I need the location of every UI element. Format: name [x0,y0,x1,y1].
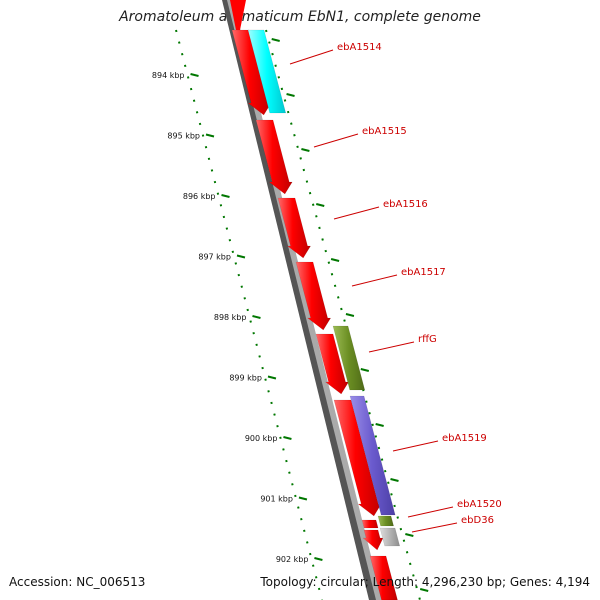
gene-cds-ebA1519[interactable] [333,399,382,517]
scale-tick-mark [252,315,261,319]
scale-tick-mark [267,375,277,380]
gene-cds-ebA1516[interactable] [277,197,312,259]
feature-ebA1519[interactable] [349,395,396,516]
gene-cds-next[interactable] [369,555,398,600]
label-leaders [289,49,458,533]
feature-ebD36[interactable] [379,527,401,547]
scale-ticks: 894 kbp 895 kbp 896 kbp 897 kbp 898 kbp 899 k… [152,38,429,592]
gene-label[interactable]: rffG [418,334,437,345]
scale-tick-mark [236,254,246,259]
accession-text: Accession: NC_006513 [9,575,146,589]
leader-line [407,506,454,518]
scale-tick-label: 900 kbp [245,434,278,443]
map-title: Aromatoleum aromaticum EbN1, complete ge… [119,9,481,25]
leader-line [313,133,359,148]
leader-line [351,274,398,287]
gene-label[interactable]: ebA1520 [457,499,502,510]
gene-cds-top-partial[interactable] [230,0,246,30]
gene-label[interactable]: ebD36 [461,515,494,526]
scale-tick-label: 894 kbp [152,71,185,80]
outer-tick-mark [301,148,310,152]
gene-label[interactable]: ebA1517 [401,267,446,278]
scale-tick-label: 896 kbp [183,192,216,201]
gene-cds-rffG[interactable] [315,333,350,395]
scale-tick-mark [283,436,292,440]
gene-cds-ebA1515[interactable] [255,119,293,195]
scale-tick-label: 901 kbp [260,495,293,504]
outer-tick-mark [271,38,280,42]
gene-cds-ebA1517[interactable] [295,261,332,331]
scale-tick-mark [190,73,199,77]
outer-tick-mark [375,423,384,427]
scale-tick-mark [221,194,230,198]
outer-dotted-line [265,29,421,600]
scale-tick-label: 902 kbp [276,555,309,564]
leader-line [368,341,415,353]
genome-summary: Topology: circular; Length: 4,296,230 bp… [260,575,590,589]
feature-ebA1520[interactable] [377,515,394,527]
scale-tick-mark [314,557,323,561]
gene-label[interactable]: ebA1516 [383,199,428,210]
leader-line [289,49,334,65]
scale-tick-mark [205,133,215,138]
outer-tick-mark [360,368,370,372]
feature-ebA1514[interactable] [247,29,287,114]
gene-label[interactable]: ebA1519 [442,433,487,444]
scale-tick-label: 897 kbp [198,253,231,262]
scale-tick-label: 899 kbp [229,374,262,383]
outer-tick-mark [390,478,399,482]
outer-tick-mark [330,258,340,262]
leader-line [392,440,439,452]
dotted-track-lines [175,29,421,600]
scale-tick-label: 898 kbp [214,313,247,322]
scale-tick-mark [298,496,308,501]
outer-tick-mark [286,93,295,97]
leader-line [333,206,380,220]
gene-cds-ebA1520[interactable] [361,519,379,529]
outer-tick-mark [419,588,429,592]
feature-rffG[interactable] [332,325,366,391]
outer-tick-mark [316,203,325,207]
gene-tracks[interactable] [230,0,401,600]
leader-line [411,522,458,533]
outer-tick-mark [405,533,414,537]
gene-cds-ebD36[interactable] [362,529,384,551]
scale-tick-label: 895 kbp [167,132,200,141]
gene-label[interactable]: ebA1514 [337,42,382,53]
gene-label[interactable]: ebA1515 [362,126,407,137]
backbone [222,0,382,600]
outer-tick-mark [345,313,355,317]
